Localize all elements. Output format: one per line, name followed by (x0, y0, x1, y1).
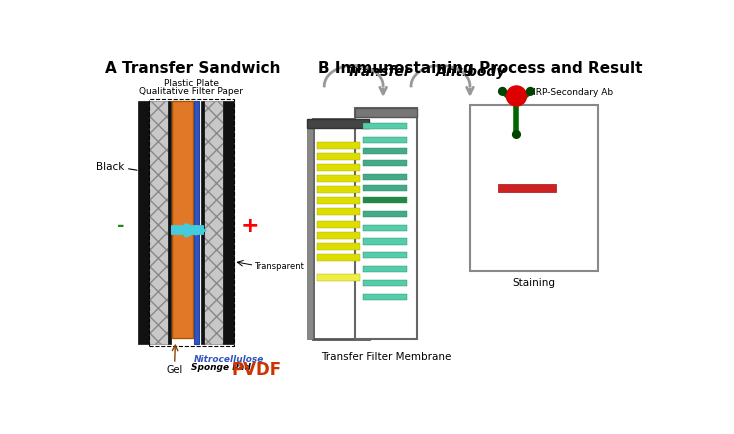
Bar (355, 108, 417, 117)
Bar (138, 102, 149, 344)
Bar (316, 273, 360, 280)
Bar (363, 185, 407, 191)
Circle shape (506, 86, 526, 106)
Bar (149, 99, 233, 346)
Text: Black: Black (96, 162, 124, 172)
Text: Sponge Pad: Sponge Pad (191, 363, 251, 372)
Bar (222, 102, 233, 344)
Circle shape (498, 88, 506, 95)
Bar (149, 102, 167, 344)
Text: +: + (241, 217, 259, 237)
Bar (316, 153, 360, 160)
Text: Gel: Gel (167, 365, 183, 375)
Bar (316, 221, 360, 228)
Bar (363, 294, 407, 300)
Text: Transfer: Transfer (346, 65, 411, 79)
Bar (363, 148, 407, 155)
Bar (316, 164, 360, 171)
Bar (363, 197, 407, 203)
Bar (363, 224, 407, 231)
Bar (201, 102, 204, 344)
Text: HRP-Secondary Ab: HRP-Secondary Ab (529, 89, 613, 97)
Bar (316, 197, 360, 204)
Circle shape (526, 88, 534, 95)
Text: Transfer Filter Membrane: Transfer Filter Membrane (321, 352, 451, 362)
Text: PVDF: PVDF (231, 361, 281, 379)
Bar (355, 108, 417, 339)
Bar (470, 105, 597, 271)
Bar (172, 102, 192, 338)
Bar (316, 142, 360, 149)
Bar (316, 254, 360, 261)
Bar (316, 232, 360, 239)
Bar (363, 238, 407, 245)
Text: Antibody: Antibody (437, 65, 506, 79)
Bar (498, 184, 556, 192)
Bar (363, 123, 407, 129)
Bar (316, 175, 360, 182)
Text: A Transfer Sandwich: A Transfer Sandwich (105, 61, 280, 76)
Text: Qualitative Filter Paper: Qualitative Filter Paper (139, 87, 244, 96)
Bar (308, 128, 313, 339)
Bar (363, 252, 407, 258)
Bar (363, 210, 407, 217)
Bar (316, 208, 360, 215)
Bar (363, 266, 407, 272)
Text: B Immunostaining Process and Result: B Immunostaining Process and Result (318, 61, 642, 76)
Text: Nitrocellulose: Nitrocellulose (194, 355, 264, 364)
Bar (363, 174, 407, 180)
Bar (308, 119, 369, 128)
Text: Plastic Plate: Plastic Plate (164, 79, 219, 88)
Bar (194, 102, 200, 344)
Text: Transparent: Transparent (255, 263, 305, 271)
Bar (316, 186, 360, 193)
Bar (204, 102, 222, 344)
Bar (313, 119, 369, 339)
Text: -: - (117, 217, 125, 236)
Bar (363, 160, 407, 166)
Bar (363, 280, 407, 286)
Bar (316, 243, 360, 250)
Text: Staining: Staining (512, 279, 556, 289)
Bar (363, 137, 407, 143)
Bar (167, 102, 171, 344)
Circle shape (512, 131, 520, 138)
